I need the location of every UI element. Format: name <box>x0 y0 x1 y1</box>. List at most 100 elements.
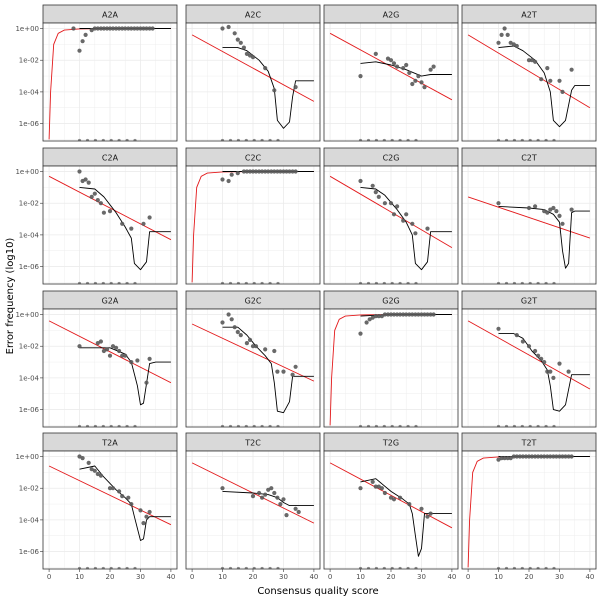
observed-point <box>542 360 547 365</box>
zero-count-point <box>528 424 532 427</box>
zero-count-point <box>252 281 256 284</box>
zero-count-point <box>125 281 129 284</box>
observed-point <box>391 212 397 217</box>
expected-error-line <box>48 465 172 526</box>
observed-point <box>89 28 94 33</box>
fitted-error-line <box>360 186 452 271</box>
observed-point <box>560 221 565 226</box>
zero-count-point <box>93 424 97 427</box>
zero-count-point <box>512 281 516 284</box>
zero-count-point <box>520 138 524 141</box>
x-tick-label: 20 <box>525 573 534 581</box>
zero-count-point <box>374 424 378 427</box>
zero-count-point <box>228 424 233 427</box>
facet-strip-label: C2G <box>383 154 400 163</box>
fitted-error-line <box>222 47 314 129</box>
zero-count-point <box>406 281 410 284</box>
grid-lines <box>324 451 458 569</box>
observed-point <box>126 26 131 31</box>
zero-count-point <box>520 424 524 427</box>
zero-count-point <box>544 138 548 141</box>
zero-count-point <box>276 138 280 141</box>
zero-count-point <box>252 424 256 427</box>
expected-error-line <box>191 323 315 382</box>
observed-point <box>410 81 415 87</box>
zero-count-point <box>406 138 410 141</box>
x-tick-label: 20 <box>249 573 258 581</box>
x-tick-label: 30 <box>555 573 564 581</box>
observed-point <box>545 66 550 71</box>
facet-panels: A2A 1e+00 1e-02 1e-04 1e-06 A2C A2G A2T C2A 1e+00… <box>15 4 597 581</box>
zero-count-point <box>512 566 516 569</box>
observed-point <box>382 312 387 317</box>
grid-lines <box>324 309 458 427</box>
observed-point <box>496 457 501 462</box>
observed-point <box>536 353 541 358</box>
observed-point <box>566 369 571 374</box>
zero-count-point <box>101 566 105 569</box>
x-tick-label: 40 <box>166 573 175 581</box>
observed-point <box>247 337 253 342</box>
observed-point <box>413 312 418 317</box>
observed-point <box>502 456 507 461</box>
observed-point <box>104 26 110 31</box>
observed-point <box>147 26 152 31</box>
observed-point <box>98 26 103 31</box>
observed-point <box>404 312 409 317</box>
observed-point <box>496 201 501 206</box>
observed-point <box>425 312 430 317</box>
panel-border <box>323 308 459 428</box>
observed-point <box>83 32 88 38</box>
observed-point <box>263 66 268 71</box>
expected-error-line <box>467 34 591 109</box>
observed-point <box>548 369 553 374</box>
observed-point <box>123 26 128 31</box>
y-tick-label: 1e-06 <box>19 120 40 128</box>
zero-count-point <box>528 281 532 284</box>
observed-point <box>499 32 504 38</box>
observed-point <box>92 191 97 196</box>
zero-count-point <box>252 138 256 141</box>
y-tick-label: 1e-04 <box>19 88 40 96</box>
y-tick-label: 1e-02 <box>19 343 39 351</box>
observed-point <box>126 495 131 500</box>
expected-error-line <box>48 175 172 241</box>
observed-point <box>425 226 430 231</box>
observed-point <box>226 24 231 30</box>
observed-point <box>101 348 106 354</box>
observed-point <box>107 353 113 358</box>
observed-point <box>548 454 553 459</box>
observed-point <box>144 26 149 31</box>
observed-point <box>135 26 140 31</box>
y-tick-label: 1e+00 <box>15 25 39 33</box>
panel-border <box>323 22 459 142</box>
zero-count-point <box>398 566 402 569</box>
observed-point <box>505 456 510 461</box>
observed-point <box>141 221 146 226</box>
zero-count-point <box>406 424 410 427</box>
zero-count-point <box>496 281 501 284</box>
observed-point <box>533 348 538 354</box>
facet-strip-label: T2G <box>382 439 399 448</box>
observed-point <box>373 484 378 489</box>
observed-point <box>511 454 516 459</box>
facet-panel-a2t: A2T <box>461 4 597 142</box>
observed-point <box>129 26 134 31</box>
expected-error-line <box>329 462 453 529</box>
facet-panel-g2a: G2A 1e+00 1e-02 1e-04 1e-06 <box>15 290 178 428</box>
observed-point <box>401 218 406 223</box>
zero-count-point <box>496 424 501 427</box>
zero-count-point <box>77 566 82 569</box>
zero-count-point <box>374 281 378 284</box>
observed-point <box>545 454 550 459</box>
fitted-error-line <box>498 333 590 412</box>
zero-count-point <box>276 566 280 569</box>
observed-point <box>293 85 298 90</box>
grid-lines <box>462 309 596 427</box>
observed-point <box>376 314 381 319</box>
zero-count-point <box>390 424 394 427</box>
observed-point <box>358 331 363 336</box>
observed-point <box>232 325 237 330</box>
observed-point <box>263 492 268 497</box>
expected-error-line <box>48 320 172 384</box>
